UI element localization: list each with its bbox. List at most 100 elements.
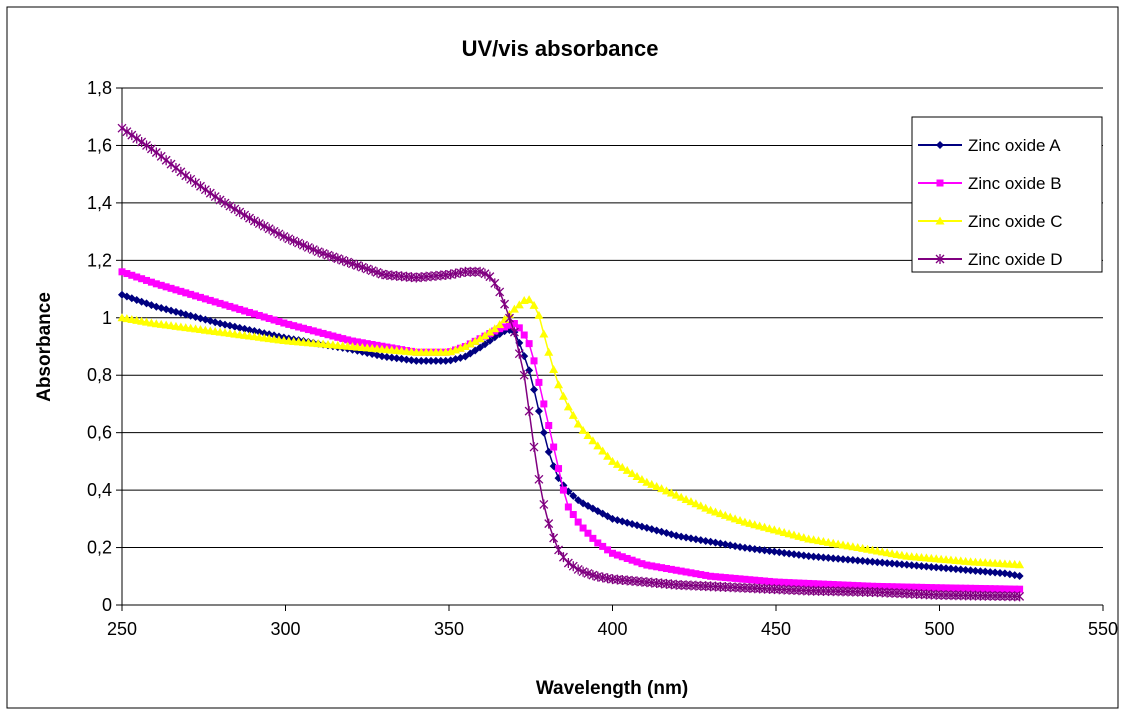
- data-point: [878, 583, 886, 591]
- data-point: [1011, 585, 1019, 593]
- data-point: [765, 547, 774, 556]
- data-point: [770, 578, 778, 586]
- data-point: [192, 292, 200, 300]
- data-point: [583, 568, 593, 579]
- data-point: [741, 575, 749, 583]
- data-point: [784, 529, 794, 538]
- data-point: [652, 482, 662, 491]
- data-point: [500, 299, 510, 310]
- data-point: [318, 248, 328, 259]
- data-point: [412, 356, 421, 365]
- data-point: [475, 266, 485, 277]
- data-point: [568, 561, 578, 572]
- data-point: [308, 244, 318, 255]
- data-point: [328, 251, 338, 262]
- data-point: [225, 201, 235, 212]
- data-point: [137, 136, 147, 147]
- y-tick-label: 0,6: [87, 423, 112, 443]
- data-point: [799, 551, 808, 560]
- data-point: [814, 553, 823, 562]
- data-point: [509, 304, 519, 313]
- data-point: [761, 577, 769, 585]
- data-point: [617, 462, 627, 471]
- data-point: [888, 583, 896, 591]
- data-point: [161, 155, 171, 166]
- data-point: [534, 474, 544, 485]
- x-axis-label: Wavelength (nm): [536, 678, 688, 699]
- data-point: [711, 507, 721, 516]
- data-point: [329, 332, 337, 340]
- data-point: [991, 568, 1000, 577]
- data-point: [764, 524, 774, 533]
- data-point: [756, 577, 764, 585]
- data-point: [868, 557, 877, 566]
- data-point: [299, 240, 308, 251]
- data-point: [682, 533, 691, 542]
- data-point: [661, 486, 671, 495]
- data-point: [942, 564, 951, 573]
- data-point: [569, 491, 578, 500]
- data-point: [142, 140, 151, 151]
- data-point: [751, 576, 759, 584]
- data-point: [285, 320, 293, 328]
- data-point: [849, 581, 857, 589]
- data-point: [681, 494, 691, 503]
- data-point: [133, 273, 141, 281]
- data-point: [1006, 585, 1014, 593]
- data-point: [514, 348, 524, 359]
- axes: 0 0,2 0,4 0,6 0,8 1 1,2 1,4 1,6 1,8 250 300 350 400 45…: [87, 78, 1118, 639]
- data-point: [460, 342, 470, 350]
- data-point: [927, 584, 935, 592]
- data-point: [888, 559, 897, 568]
- data-point: [976, 567, 985, 576]
- data-point: [740, 543, 749, 552]
- data-point: [352, 260, 362, 271]
- data-point: [123, 270, 131, 278]
- data-point: [520, 352, 529, 361]
- data-point: [303, 242, 313, 253]
- legend-label: Zinc oxide C: [968, 212, 1062, 231]
- data-point: [932, 563, 941, 572]
- data-point: [172, 286, 180, 294]
- data-point: [947, 584, 955, 592]
- data-point: [574, 518, 582, 526]
- data-point: [579, 524, 587, 532]
- data-point: [143, 276, 151, 284]
- data-point: [284, 233, 294, 244]
- data-point: [490, 278, 500, 289]
- data-point: [485, 327, 495, 336]
- data-point: [358, 339, 366, 347]
- data-point: [476, 343, 485, 352]
- data-point: [550, 443, 558, 451]
- data-point: [132, 133, 142, 144]
- data-point: [902, 560, 911, 569]
- data-point: [128, 271, 136, 279]
- data-point: [216, 299, 224, 307]
- x-tick-label: 400: [597, 619, 627, 639]
- data-point: [686, 497, 696, 506]
- y-tick-label: 1,2: [87, 250, 112, 270]
- data-point: [779, 527, 789, 536]
- y-tick-label: 1,8: [87, 78, 112, 98]
- data-point: [658, 564, 666, 572]
- data-point: [726, 574, 734, 582]
- data-point: [618, 553, 626, 561]
- data-point: [854, 582, 862, 590]
- data-point: [627, 468, 637, 477]
- data-point: [588, 436, 598, 445]
- x-tick-label: 550: [1088, 619, 1118, 639]
- legend-item-b: Zinc oxide B: [918, 174, 1062, 193]
- data-point: [839, 555, 848, 564]
- data-point: [701, 536, 710, 545]
- chart-title: UV/vis absorbance: [462, 36, 659, 61]
- data-point: [800, 579, 808, 587]
- data-point: [736, 542, 745, 551]
- data-point: [726, 541, 735, 550]
- data-point: [275, 318, 283, 326]
- data-point: [750, 520, 760, 529]
- data-point: [721, 540, 730, 549]
- data-point: [594, 539, 602, 547]
- data-point: [986, 568, 995, 577]
- data-point: [357, 262, 367, 273]
- data-point: [569, 511, 577, 519]
